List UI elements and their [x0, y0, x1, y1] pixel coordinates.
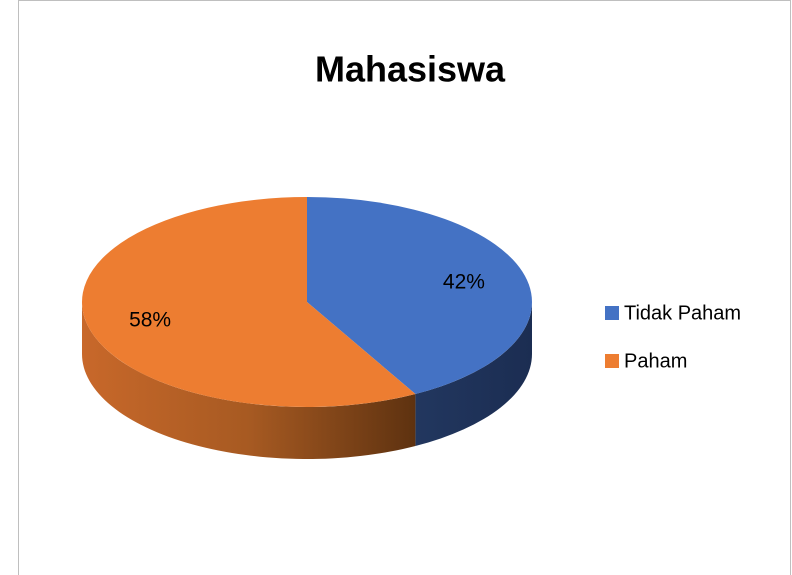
pie-slice — [307, 197, 533, 395]
legend-swatch — [605, 306, 619, 320]
pie-side — [82, 302, 416, 460]
data-label: 42% — [443, 271, 485, 294]
legend-label: Tidak Paham — [624, 302, 741, 324]
legend-label: Paham — [624, 350, 687, 372]
data-label: 58% — [129, 308, 171, 331]
chart-title: Mahasiswa — [315, 49, 506, 90]
pie-side — [415, 302, 532, 447]
legend-swatch — [605, 354, 619, 368]
pie-slice — [82, 197, 416, 407]
